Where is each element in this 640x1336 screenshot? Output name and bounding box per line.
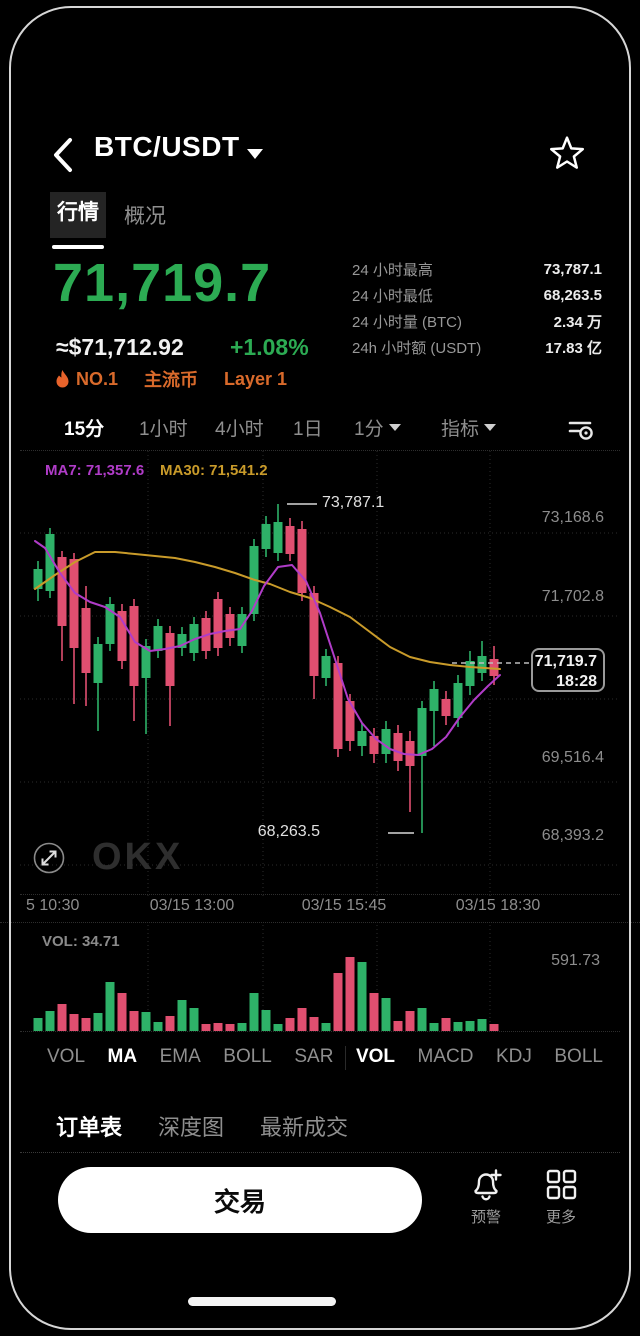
trade-button[interactable]: 交易: [58, 1167, 422, 1233]
stat-value: 2.34 万: [553, 313, 602, 331]
low-annotation: 68,263.5: [257, 823, 320, 840]
timeframe-4小时[interactable]: 4小时: [215, 414, 264, 441]
last-price-tag-time: 18:28: [556, 673, 597, 690]
indicator-tab-boll[interactable]: BOLL: [223, 1046, 272, 1067]
layer-badge[interactable]: Layer 1: [224, 368, 288, 389]
x-axis-label: 5 10:30: [26, 897, 80, 914]
stat-label: 24h 小时额 (USDT): [352, 339, 482, 357]
more-grid-icon: [546, 1169, 577, 1200]
home-indicator: [188, 1297, 336, 1306]
x-axis-label: 03/15 18:30: [455, 897, 541, 914]
stat-value: 17.83 亿: [545, 339, 602, 357]
tab-订单表[interactable]: 订单表: [56, 1115, 123, 1140]
timeframe-label: 15分: [64, 419, 105, 440]
back-icon[interactable]: [50, 136, 76, 174]
chevron-down-icon: [484, 424, 497, 431]
y-axis-label: 68,393.2: [541, 827, 604, 844]
rank-badge[interactable]: NO.1: [55, 369, 118, 390]
timeframe-row: 15分 1小时 4小时 1日 1分 指标: [0, 414, 640, 446]
stat-value: 68,263.5: [543, 286, 602, 304]
timeframe-label: 1分: [354, 419, 384, 440]
stat-row: 24h 小时额 (USDT) 17.83 亿: [352, 334, 602, 360]
x-axis: 5 10:30 03/15 13:00 03/15 15:45 03/15 18:30: [0, 897, 640, 923]
stat-row: 24 小时最高 73,787.1: [352, 256, 602, 282]
y-axis-label: 69,516.4: [541, 749, 604, 766]
category-badge[interactable]: 主流币: [144, 370, 199, 390]
indicator-settings-icon[interactable]: [568, 418, 594, 442]
favorite-star-icon[interactable]: [550, 136, 584, 170]
timeframe-label: 4小时: [215, 419, 264, 440]
volume-scale-label: 591.73: [551, 952, 600, 969]
pair-dropdown-icon[interactable]: [246, 148, 264, 160]
tab-最新成交[interactable]: 最新成交: [260, 1115, 349, 1140]
stat-row: 24 小时最低 68,263.5: [352, 282, 602, 308]
indicator-tab-vol[interactable]: VOL: [355, 1046, 396, 1067]
candlestick-canvas: [20, 451, 620, 896]
volume-current-label: VOL: 34.71: [42, 933, 120, 950]
stat-row: 24 小时量 (BTC) 2.34 万: [352, 308, 602, 334]
indicator-tab-sar[interactable]: SAR: [294, 1046, 334, 1067]
last-price-tag: 71,719.7 18:28: [531, 648, 605, 692]
stat-label: 24 小时量 (BTC): [352, 313, 463, 331]
tab-深度图[interactable]: 深度图: [158, 1115, 225, 1140]
change-percent: +1.08%: [230, 334, 309, 360]
more-button-label: 更多: [545, 1209, 576, 1226]
indicator-tab-kdj[interactable]: KDJ: [495, 1046, 532, 1067]
high-annotation: 73,787.1: [322, 494, 385, 511]
timeframe-label: 1日: [293, 419, 323, 440]
tab-quotes-underline: [52, 245, 104, 249]
stat-value: 73,787.1: [543, 260, 602, 278]
indicator-tab-boll[interactable]: BOLL: [554, 1046, 603, 1067]
pair-title[interactable]: BTC/USDT: [94, 131, 240, 162]
orderbook-tab-row: 订单表 深度图 最新成交: [56, 1110, 348, 1142]
indicator-tab-ma[interactable]: MA: [107, 1046, 138, 1067]
indicator-tab-row: VOL MA EMA BOLL SAR VOL MACD KDJ BOLL: [47, 1046, 603, 1068]
timeframe-label: 指标: [441, 419, 480, 440]
alert-button-label: 预警: [470, 1209, 501, 1226]
last-price-tag-price: 71,719.7: [534, 653, 597, 670]
last-price: 71,719.7: [53, 253, 272, 313]
candlestick-chart[interactable]: [20, 450, 620, 896]
indicator-divider: [345, 1046, 346, 1070]
x-axis-label: 03/15 13:00: [149, 897, 235, 914]
timeframe-15分[interactable]: 15分: [64, 414, 104, 441]
indicator-tab-vol[interactable]: VOL: [47, 1046, 86, 1067]
alert-button[interactable]: 预警: [456, 1168, 516, 1227]
y-axis-label: 71,702.8: [541, 588, 604, 605]
rank-badge-label: NO.1: [76, 368, 119, 389]
ma7-label: MA7: 71,357.6: [45, 462, 145, 479]
flame-icon: [56, 369, 69, 387]
fullscreen-expand-icon[interactable]: [33, 842, 65, 874]
y-axis-label: 73,168.6: [541, 509, 604, 526]
bottom-divider: [20, 1152, 620, 1153]
indicator-tab-ema[interactable]: EMA: [159, 1046, 201, 1067]
indicator-tab-macd[interactable]: MACD: [417, 1046, 474, 1067]
volume-chart[interactable]: [20, 925, 620, 1032]
stat-label: 24 小时最高: [352, 261, 433, 279]
tab-overview[interactable]: 概况: [124, 205, 166, 228]
badge-row: NO.1 主流币 Layer 1: [55, 366, 287, 392]
ma30-label: MA30: 71,541.2: [160, 462, 268, 479]
timeframe-label: 1小时: [139, 419, 188, 440]
timeframe-1日[interactable]: 1日: [293, 414, 323, 441]
fiat-price: ≈$71,712.92: [56, 334, 184, 360]
more-button[interactable]: 更多: [531, 1168, 591, 1227]
okx-watermark: OKX: [92, 836, 184, 878]
x-axis-label: 03/15 15:45: [301, 897, 387, 914]
tab-quotes[interactable]: 行情: [50, 192, 106, 238]
stat-label: 24 小时最低: [352, 287, 433, 305]
alert-bell-icon: [474, 1169, 502, 1201]
stats-24h: 24 小时最高 73,787.1 24 小时最低 68,263.5 24 小时量 (BT…: [352, 256, 602, 360]
timeframe-1小时[interactable]: 1小时: [139, 414, 188, 441]
timeframe-指标[interactable]: 指标: [441, 414, 497, 441]
chevron-down-icon: [388, 424, 401, 431]
timeframe-1分[interactable]: 1分: [354, 414, 401, 441]
volume-canvas: [33, 925, 499, 1032]
